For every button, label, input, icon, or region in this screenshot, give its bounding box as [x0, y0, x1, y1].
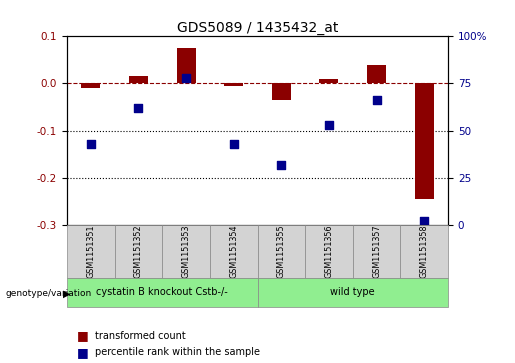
Bar	[210, 225, 258, 278]
Point	[230, 141, 238, 147]
Text: transformed count: transformed count	[95, 331, 186, 341]
Text: wild type: wild type	[331, 287, 375, 297]
Bar	[272, 83, 291, 100]
Text: GSM1151358: GSM1151358	[420, 225, 428, 278]
Point	[420, 219, 428, 224]
Text: ■: ■	[77, 346, 89, 359]
Text: genotype/variation: genotype/variation	[5, 289, 91, 298]
Text: GSM1151351: GSM1151351	[87, 225, 95, 278]
Bar	[177, 48, 196, 83]
Bar	[415, 83, 434, 199]
Bar	[319, 79, 338, 83]
Text: GSM1151356: GSM1151356	[324, 225, 333, 278]
Bar	[224, 83, 243, 86]
Bar	[367, 65, 386, 83]
Bar	[353, 225, 401, 278]
Point	[277, 162, 285, 168]
Text: percentile rank within the sample: percentile rank within the sample	[95, 347, 260, 357]
Text: GSM1151355: GSM1151355	[277, 225, 286, 278]
Bar	[129, 76, 148, 83]
Bar	[305, 225, 353, 278]
Bar	[114, 225, 162, 278]
Bar	[67, 225, 115, 278]
Point	[372, 98, 381, 103]
Point	[134, 105, 143, 111]
Bar	[67, 278, 258, 307]
Text: GSM1151354: GSM1151354	[229, 225, 238, 278]
Title: GDS5089 / 1435432_at: GDS5089 / 1435432_at	[177, 21, 338, 35]
Point	[325, 122, 333, 128]
Text: cystatin B knockout Cstb-/-: cystatin B knockout Cstb-/-	[96, 287, 228, 297]
Point	[182, 75, 190, 81]
Text: ■: ■	[77, 329, 89, 342]
Text: GSM1151352: GSM1151352	[134, 225, 143, 278]
Bar	[258, 278, 448, 307]
Text: ▶: ▶	[63, 288, 71, 298]
Bar	[162, 225, 210, 278]
Text: GSM1151357: GSM1151357	[372, 225, 381, 278]
Bar	[81, 83, 100, 88]
Text: GSM1151353: GSM1151353	[182, 225, 191, 278]
Point	[87, 141, 95, 147]
Bar	[258, 225, 305, 278]
Bar	[401, 225, 448, 278]
